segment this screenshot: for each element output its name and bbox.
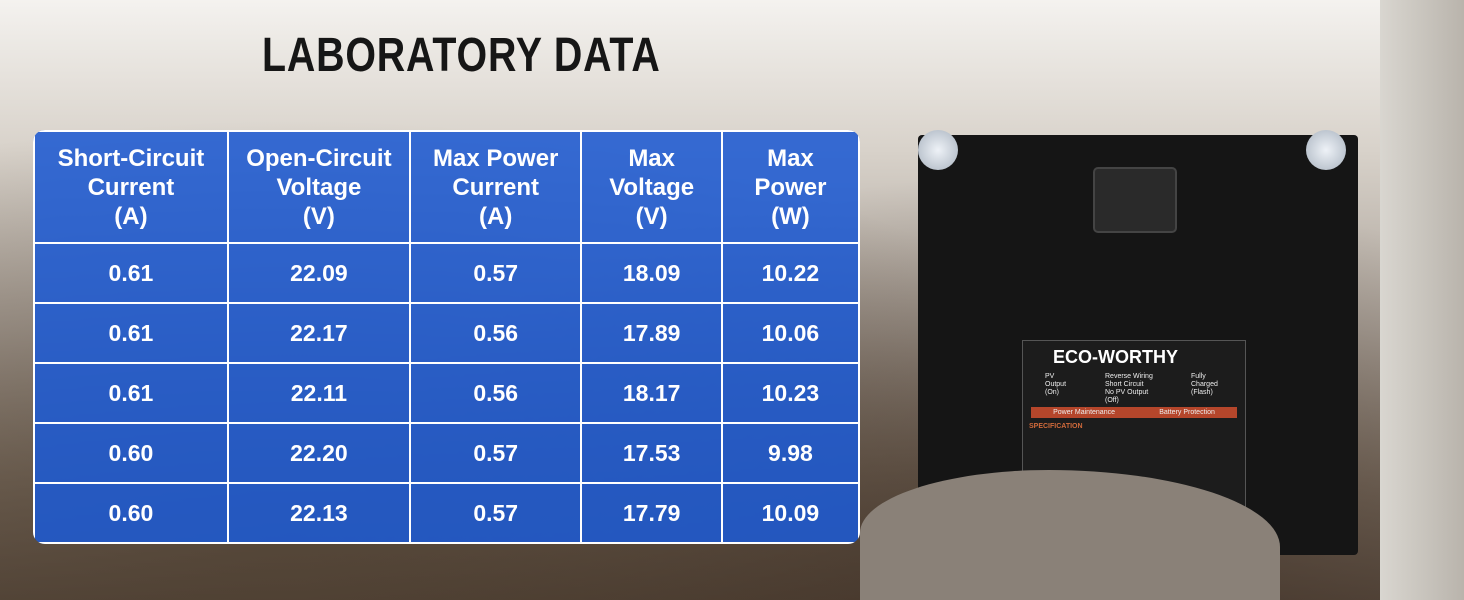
indicator-line: (Flash) <box>1191 389 1213 396</box>
table-cell: 18.17 <box>580 362 723 424</box>
table-row: 0.61 22.11 0.56 18.17 10.23 <box>33 362 860 424</box>
spec-heading: SPECIFICATION <box>1029 423 1083 430</box>
table-cell: 10.23 <box>720 362 860 424</box>
table-row: 0.61 22.17 0.56 17.89 10.06 <box>33 302 860 364</box>
column-header: Open-Circuit Voltage (V) <box>226 130 411 244</box>
table-cell: 0.56 <box>408 362 583 424</box>
table-cell: 9.98 <box>720 422 860 484</box>
table-row: 0.61 22.09 0.57 18.09 10.22 <box>33 242 860 304</box>
indicator-line: Output <box>1045 381 1067 388</box>
column-header: Max Power Current (A) <box>408 130 583 244</box>
table-cell: 10.09 <box>720 482 860 544</box>
function-label: Battery Protection <box>1159 409 1215 416</box>
header-line: (A) <box>479 202 513 230</box>
indicator-line: (On) <box>1045 389 1059 396</box>
table-cell: 0.56 <box>408 302 583 364</box>
column-header: Max Voltage (V) <box>580 130 723 244</box>
indicator-line: Short Circuit <box>1105 381 1144 388</box>
header-line: Open-Circuit <box>246 144 392 172</box>
title: LABORATORY DATA <box>262 29 661 82</box>
table-cell: 0.60 <box>33 482 229 544</box>
table-cell: 18.09 <box>580 242 723 304</box>
header-line: Max <box>628 144 675 172</box>
table-cell: 10.06 <box>720 302 860 364</box>
indicator-line: No PV Output <box>1105 389 1149 396</box>
table-cell: 17.53 <box>580 422 723 484</box>
suction-cup <box>1306 130 1346 170</box>
table-cell: 0.57 <box>408 422 583 484</box>
table-cell: 0.61 <box>33 362 229 424</box>
table-cell: 0.57 <box>408 482 583 544</box>
table-cell: 0.61 <box>33 302 229 364</box>
table-cell: 17.79 <box>580 482 723 544</box>
header-line: (A) <box>114 202 148 230</box>
column-header: Max Power (W) <box>720 130 860 244</box>
indicator-line: Fully <box>1191 373 1206 380</box>
solar-panel: ECO-WORTHY PV Output (On) Reverse Wiring Sho… <box>918 130 1358 555</box>
indicator-line: (Off) <box>1105 397 1119 404</box>
table-row: 0.60 22.20 0.57 17.53 9.98 <box>33 422 860 484</box>
header-line: Voltage <box>276 173 362 201</box>
header-line: (V) <box>635 202 668 230</box>
function-label: Power Maintenance <box>1053 409 1115 416</box>
indicator-line: PV <box>1045 373 1055 380</box>
header-line: Voltage <box>609 173 695 201</box>
table-cell: 22.17 <box>226 302 411 364</box>
header-line: Max <box>767 144 814 172</box>
table-cell: 17.89 <box>580 302 723 364</box>
table-cell: 0.60 <box>33 422 229 484</box>
indicator: Reverse Wiring Short Circuit No PV Output(… <box>1105 373 1153 405</box>
table-cell: 22.09 <box>226 242 411 304</box>
header-line: Power <box>754 173 827 201</box>
tree-trunk <box>1380 0 1464 600</box>
data-table: Short-Circuit Current (A) Open-Circuit Volta… <box>33 130 860 544</box>
column-header: Short-Circuit Current (A) <box>33 130 229 244</box>
header-line: (W) <box>771 202 810 230</box>
table-cell: 22.20 <box>226 422 411 484</box>
rock <box>860 470 1280 600</box>
indicator: PV Output (On) <box>1045 373 1066 397</box>
junction-box <box>1093 167 1177 233</box>
header-line: Max Power <box>433 144 559 172</box>
brand: ECO-WORTHY <box>1053 347 1178 367</box>
table-row: 0.60 22.13 0.57 17.79 10.09 <box>33 482 860 544</box>
header-line: Short-Circuit <box>57 144 205 172</box>
header-line: (V) <box>302 202 335 230</box>
indicator-line: Charged <box>1191 381 1218 388</box>
indicator-line: Reverse Wiring <box>1105 373 1153 380</box>
table-cell: 22.13 <box>226 482 411 544</box>
table-cell: 10.22 <box>720 242 860 304</box>
indicator: Fully Charged (Flash) <box>1191 373 1218 397</box>
table-cell: 0.57 <box>408 242 583 304</box>
table-cell: 0.61 <box>33 242 229 304</box>
header-line: Current <box>87 173 175 201</box>
header-line: Current <box>452 173 540 201</box>
suction-cup <box>918 130 958 170</box>
table-cell: 22.11 <box>226 362 411 424</box>
